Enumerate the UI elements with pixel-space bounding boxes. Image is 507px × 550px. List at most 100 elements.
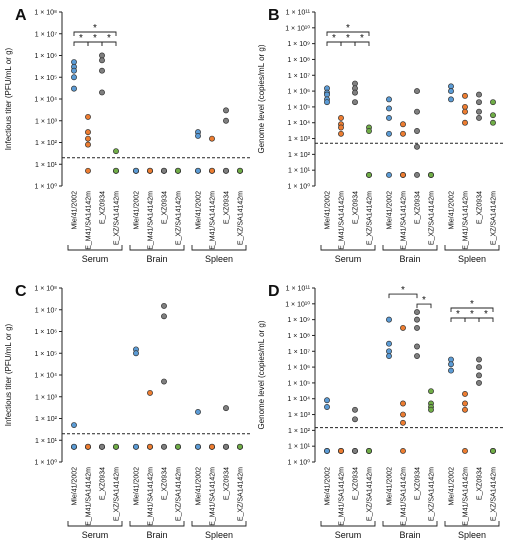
y-tick-label: 1 × 10¹¹: [286, 10, 311, 17]
data-point: [366, 128, 372, 134]
data-point: [428, 406, 434, 413]
y-tick-label: 1 × 10²: [288, 152, 311, 159]
data-point: [133, 443, 139, 450]
y-tick-label: 1 × 10³: [288, 136, 311, 143]
data-point: [99, 67, 105, 74]
data-point: [462, 406, 468, 413]
data-point: [462, 119, 468, 126]
y-tick-label: 1 × 10²: [35, 416, 58, 423]
data-point: [414, 343, 420, 350]
data-point: [85, 443, 91, 450]
data-point: [99, 52, 105, 59]
x-category-label: E_XZ/SA14142m: [176, 191, 183, 245]
data-point: [414, 309, 420, 316]
data-point: [490, 447, 496, 454]
x-category-label: E_M41/SA14142m: [210, 467, 217, 526]
group-label: Spleen: [205, 530, 233, 540]
x-category-label: E_XZ0934: [100, 467, 107, 500]
y-tick-label: 1 × 10¹: [288, 168, 311, 175]
y-tick-label: 1 × 10⁰: [288, 183, 311, 191]
y-tick-label: 1 × 10⁶: [287, 89, 310, 96]
y-tick-label: 1 × 10¹¹: [286, 286, 311, 293]
x-category-label: E_M41/SA14142m: [86, 191, 93, 250]
data-point: [71, 443, 77, 450]
x-category-label: Mle/41/2002: [387, 467, 394, 506]
data-point: [195, 133, 201, 139]
chart-panel-c: C 1 × 10⁰ 1 × 10¹ 1 × 10² 1 × 10³ 1 × 10⁴ 1 × …: [4, 283, 250, 540]
data-point: [161, 443, 167, 450]
data-point: [161, 378, 167, 385]
group-brace: [67, 245, 123, 251]
data-point: [414, 88, 420, 95]
x-category-label: E_XZ/SA14142m: [491, 191, 498, 245]
x-category-label: Mle/41/2002: [449, 467, 456, 506]
data-point: [175, 443, 181, 450]
significance-bracket: [450, 307, 494, 312]
x-category-label: Mle/41/2002: [72, 191, 79, 230]
data-point: [71, 422, 77, 428]
data-point: [209, 167, 215, 174]
x-category-label: E_M41/SA14142m: [148, 191, 155, 250]
y-tick-label: 1 × 10⁷: [35, 31, 58, 38]
group-label: Serum: [82, 254, 109, 264]
significance-star: *: [470, 309, 474, 320]
data-point: [476, 108, 482, 115]
y-tick-label: 1 × 10⁸: [34, 10, 57, 17]
data-point: [352, 406, 358, 413]
group-brace: [191, 521, 247, 527]
data-point: [428, 171, 434, 178]
data-point: [99, 57, 105, 64]
x-category-label: E_XZ/SA14142m: [429, 191, 436, 245]
data-point: [448, 96, 454, 103]
chart-panel-b: B 1 × 10⁰ 1 × 10¹ 1 × 10² 1 × 10³ 1 × 10⁴ 1 × …: [257, 7, 503, 264]
data-point: [133, 167, 139, 174]
y-tick-label: 1 × 10⁴: [34, 97, 57, 104]
data-point: [386, 96, 392, 103]
data-point: [462, 447, 468, 454]
x-category-label: E_M41/SA14142m: [339, 467, 346, 526]
data-point: [428, 388, 434, 395]
significance-star: *: [360, 33, 364, 44]
data-point: [338, 130, 344, 137]
data-point: [448, 361, 454, 368]
data-point: [476, 115, 482, 121]
x-category-label: E_XZ/SA14142m: [367, 467, 374, 521]
significance-star: *: [93, 33, 97, 44]
data-point: [223, 107, 229, 114]
significance-star: *: [93, 23, 97, 34]
data-point: [414, 316, 420, 323]
significance-star: *: [346, 23, 350, 34]
x-category-label: E_XZ/SA14142m: [429, 467, 436, 521]
data-point: [324, 447, 330, 454]
data-point: [400, 411, 406, 418]
y-tick-label: 1 × 10⁴: [34, 373, 57, 380]
y-axis-label: Genome level (copies/mL or g): [257, 320, 266, 429]
group-label: Brain: [399, 530, 420, 540]
y-tick-label: 1 × 10⁷: [35, 307, 58, 314]
y-tick-label: 1 × 10⁶: [34, 329, 57, 336]
data-point: [414, 324, 420, 331]
data-point: [400, 400, 406, 407]
data-point: [386, 340, 392, 347]
significance-star: *: [456, 309, 460, 320]
y-tick-label: 1 × 10³: [288, 412, 311, 419]
y-tick-label: 1 × 10⁶: [34, 53, 57, 60]
data-point: [462, 108, 468, 115]
significance-bracket: [73, 31, 117, 36]
significance-star: *: [484, 309, 488, 320]
data-point: [147, 389, 153, 396]
significance-bracket: [416, 303, 432, 309]
data-point: [352, 89, 358, 96]
data-point: [490, 112, 496, 119]
y-tick-label: 1 × 10¹⁰: [285, 24, 310, 32]
x-category-label: E_M41/SA14142m: [148, 467, 155, 526]
data-point: [223, 117, 229, 124]
x-category-label: Mle/41/2002: [325, 191, 332, 230]
data-point: [71, 85, 77, 92]
panel-label: A: [15, 7, 27, 24]
significance-bracket: [478, 317, 494, 322]
data-point: [237, 443, 243, 450]
group-label: Serum: [335, 530, 362, 540]
y-axis-label: Infectious titer (PFU/mL or g): [4, 47, 13, 150]
data-point: [71, 67, 77, 74]
